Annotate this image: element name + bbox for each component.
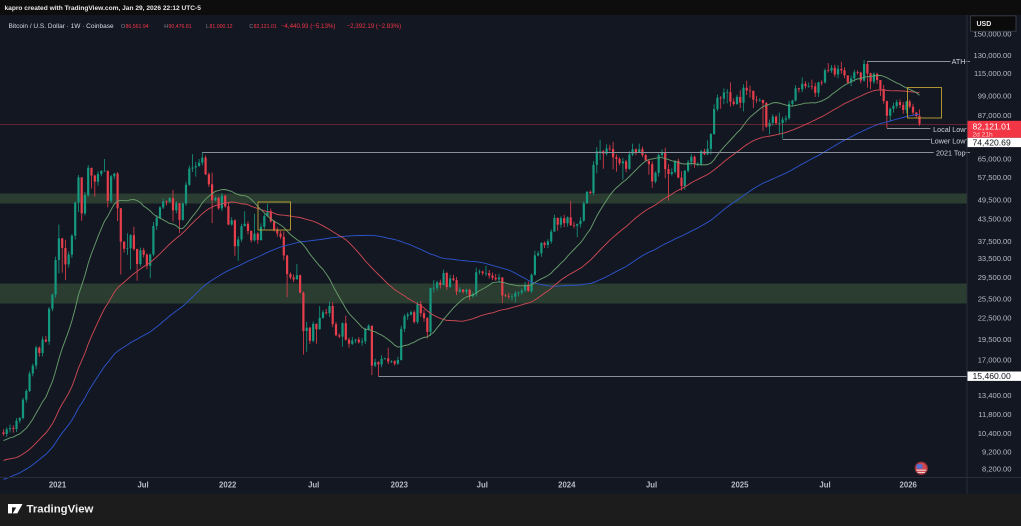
svg-text:43,500.00: 43,500.00 bbox=[978, 215, 1012, 224]
svg-text:USD: USD bbox=[977, 21, 992, 28]
svg-text:2024: 2024 bbox=[558, 480, 576, 489]
svg-text:8,200.00: 8,200.00 bbox=[982, 465, 1012, 474]
svg-text:2023: 2023 bbox=[391, 480, 409, 489]
svg-text:115,000.00: 115,000.00 bbox=[974, 69, 1011, 78]
svg-text:2021: 2021 bbox=[49, 480, 67, 489]
svg-text:Jul: Jul bbox=[308, 480, 319, 489]
svg-text:11,800.00: 11,800.00 bbox=[978, 410, 1011, 419]
svg-text:33,500.00: 33,500.00 bbox=[978, 254, 1012, 263]
svg-text:17,000.00: 17,000.00 bbox=[978, 355, 1012, 364]
svg-text:Jul: Jul bbox=[137, 480, 148, 489]
svg-text:15,460.00: 15,460.00 bbox=[973, 371, 1011, 381]
svg-text:2021 Top: 2021 Top bbox=[936, 148, 965, 157]
svg-text:10,400.00: 10,400.00 bbox=[978, 429, 1012, 438]
svg-text:TradingView: TradingView bbox=[27, 504, 94, 516]
svg-text:Local Low: Local Low bbox=[933, 125, 966, 134]
svg-text:2026: 2026 bbox=[900, 480, 918, 489]
svg-text:Jul: Jul bbox=[819, 480, 830, 489]
svg-text:29,500.00: 29,500.00 bbox=[978, 273, 1012, 282]
svg-text:49,500.00: 49,500.00 bbox=[978, 195, 1012, 204]
svg-text:Jul: Jul bbox=[477, 480, 488, 489]
svg-text:2d 21h: 2d 21h bbox=[973, 131, 994, 138]
svg-text:37,500.00: 37,500.00 bbox=[978, 237, 1012, 246]
svg-text:150,000.00: 150,000.00 bbox=[973, 29, 1011, 38]
svg-text:130,000.00: 130,000.00 bbox=[973, 51, 1011, 60]
svg-text:ATH: ATH bbox=[952, 57, 966, 66]
svg-text:22,500.00: 22,500.00 bbox=[978, 313, 1012, 322]
svg-text:65,000.00: 65,000.00 bbox=[978, 155, 1012, 164]
svg-text:2025: 2025 bbox=[731, 480, 749, 489]
svg-text:13,400.00: 13,400.00 bbox=[978, 391, 1012, 400]
svg-text:25,500.00: 25,500.00 bbox=[978, 295, 1012, 304]
svg-text:9,200.00: 9,200.00 bbox=[982, 447, 1012, 456]
svg-text:87,000.00: 87,000.00 bbox=[978, 111, 1012, 120]
svg-text:82,121.01: 82,121.01 bbox=[973, 121, 1011, 131]
svg-text:Jul: Jul bbox=[646, 480, 657, 489]
svg-text:99,000.00: 99,000.00 bbox=[978, 92, 1012, 101]
svg-text:2022: 2022 bbox=[219, 480, 237, 489]
svg-text:kapro created with TradingView: kapro created with TradingView.com, Jan … bbox=[5, 5, 202, 12]
svg-text:Lower Low: Lower Low bbox=[931, 137, 967, 146]
svg-text:Bitcoin / U.S. Dollar · 1W · C: Bitcoin / U.S. Dollar · 1W · Coinbase bbox=[9, 23, 115, 30]
svg-text:19,500.00: 19,500.00 bbox=[978, 335, 1012, 344]
svg-text:57,500.00: 57,500.00 bbox=[978, 173, 1012, 182]
svg-text:74,420.69: 74,420.69 bbox=[973, 137, 1011, 147]
